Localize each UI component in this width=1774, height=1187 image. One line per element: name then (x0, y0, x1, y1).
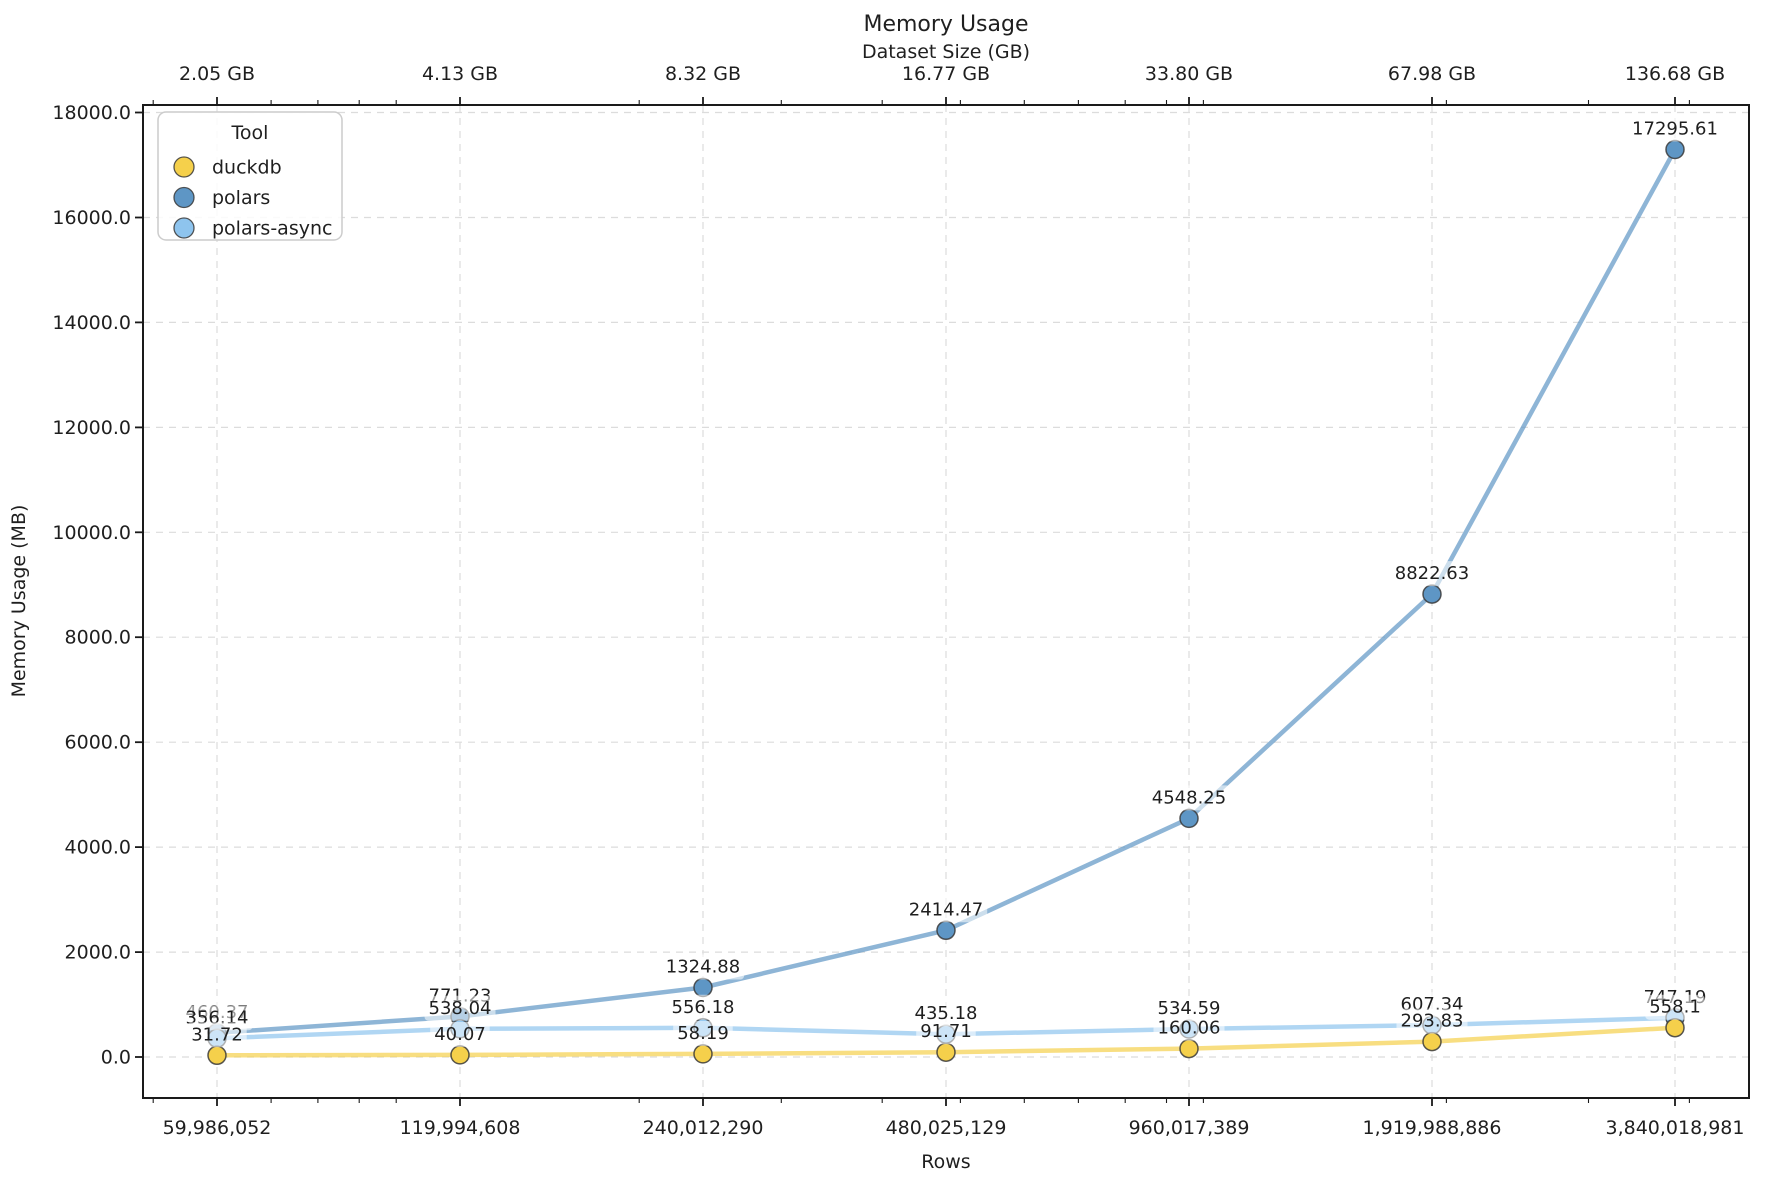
legend-item-polars-async: polars-async (173, 217, 332, 240)
data-label-box (916, 1019, 976, 1045)
x-tick-label: 1,919,988,886 (1362, 1117, 1501, 1139)
marker-duckdb (1422, 1031, 1442, 1052)
marker-duckdb (207, 1045, 227, 1066)
data-label-box (667, 994, 739, 1020)
data-label-duckdb: 293.83 (1401, 1011, 1464, 1032)
data-label-duckdb: 58.19 (677, 1023, 729, 1044)
data-label-box (673, 1020, 733, 1046)
y-tick-label: 0.0 (101, 1047, 131, 1069)
data-label-polars-async: 435.18 (915, 1003, 978, 1024)
legend-label-polars-async: polars-async (212, 218, 332, 240)
data-label-polars: 1324.88 (666, 957, 740, 978)
top-tick-label: 2.05 GB (179, 63, 255, 85)
data-labels-layer: 460.37356.1431.72771.23538.0440.071324.8… (181, 116, 1722, 1048)
marker-polars (693, 977, 713, 998)
data-label-box (1147, 785, 1231, 811)
x-axis-label: Rows (921, 1151, 970, 1173)
top-tick-label: 67.98 GB (1388, 63, 1476, 85)
y-tick-label: 14000.0 (52, 312, 131, 334)
data-label-box (1628, 116, 1722, 142)
data-label-duckdb: 31.72 (191, 1024, 243, 1045)
data-label-polars: 17295.61 (1632, 119, 1718, 140)
marker-duckdb (450, 1045, 470, 1065)
top-tick-label: 4.13 GB (422, 63, 498, 85)
y-tick-label: 18000.0 (52, 102, 131, 124)
marker-polars (1179, 808, 1199, 829)
chart-title: Memory Usage (863, 12, 1028, 37)
gridlines (143, 105, 1749, 1098)
x-tick-label: 59,986,052 (163, 1117, 272, 1139)
x-tick-label: 119,994,608 (400, 1117, 521, 1139)
data-label-box (424, 995, 496, 1021)
marker-polars (1665, 139, 1685, 160)
data-label-polars: 8822.63 (1395, 563, 1469, 584)
y-tick-label: 6000.0 (65, 732, 131, 754)
data-label-box (1396, 1008, 1468, 1034)
data-label-box (1645, 994, 1705, 1020)
axes-layer: 59,986,052 2.05 GB 119,994,608 4.13 GB 240,0… (52, 63, 1750, 1139)
legend-label-polars: polars (212, 187, 270, 209)
data-label-box (187, 1022, 247, 1048)
data-label-polars-async: 538.04 (429, 998, 492, 1019)
top-tick-label: 136.68 GB (1625, 63, 1725, 85)
legend-label-duckdb: duckdb (212, 157, 282, 179)
data-label-box (1390, 561, 1474, 587)
legend-marker-duckdb (173, 156, 195, 178)
x-tick-label: 3,840,018,981 (1605, 1117, 1744, 1139)
data-label-polars: 4548.25 (1152, 787, 1226, 808)
y-tick-label: 8000.0 (65, 627, 131, 649)
data-label-box (1153, 1015, 1225, 1041)
data-label-polars-async: 556.18 (672, 997, 735, 1018)
legend-marker-polars-async (173, 217, 195, 239)
data-label-polars: 2414.47 (909, 899, 983, 920)
x-tick-label: 960,017,389 (1129, 1117, 1250, 1139)
data-label-polars-async: 534.59 (1158, 998, 1221, 1019)
y-tick-label: 2000.0 (65, 942, 131, 964)
legend-marker-polars (173, 186, 195, 209)
y-tick-label: 12000.0 (52, 417, 131, 439)
y-tick-label: 16000.0 (52, 207, 131, 229)
data-label-duckdb: 40.07 (434, 1024, 486, 1045)
x-tick-label: 480,025,129 (886, 1117, 1007, 1139)
marker-duckdb (936, 1042, 956, 1062)
y-tick-label: 10000.0 (52, 522, 131, 544)
data-label-duckdb: 160.06 (1158, 1018, 1221, 1039)
legend-item-polars: polars (173, 186, 270, 209)
data-label-duckdb: 558.1 (1649, 997, 1701, 1018)
legend-title: Tool (231, 122, 269, 144)
y-axis-label: Memory Usage (MB) (8, 505, 30, 698)
marker-duckdb (1179, 1038, 1199, 1059)
legend-box (157, 111, 343, 241)
titles-layer: Memory Usage Dataset Size (GB) Rows Memory … (8, 12, 1030, 1173)
top-tick-label: 16.77 GB (902, 63, 990, 85)
top-tick-label: 33.80 GB (1145, 63, 1233, 85)
data-label-box (904, 897, 988, 923)
top-tick-label: 8.32 GB (665, 63, 741, 85)
data-label-duckdb: 91.71 (920, 1021, 972, 1042)
top-axis-label: Dataset Size (GB) (862, 41, 1030, 63)
data-label-box (1153, 996, 1225, 1021)
marker-polars (1422, 584, 1442, 604)
legend: Tool duckdb polars polars-async (157, 111, 343, 241)
marker-polars (936, 920, 956, 941)
marker-duckdb (1665, 1017, 1685, 1038)
data-label-box (430, 1021, 490, 1047)
data-label-box (661, 954, 745, 980)
marker-duckdb (693, 1044, 713, 1064)
legend-item-duckdb: duckdb (173, 156, 282, 179)
y-tick-label: 4000.0 (65, 837, 131, 859)
x-tick-label: 240,012,290 (643, 1117, 764, 1139)
